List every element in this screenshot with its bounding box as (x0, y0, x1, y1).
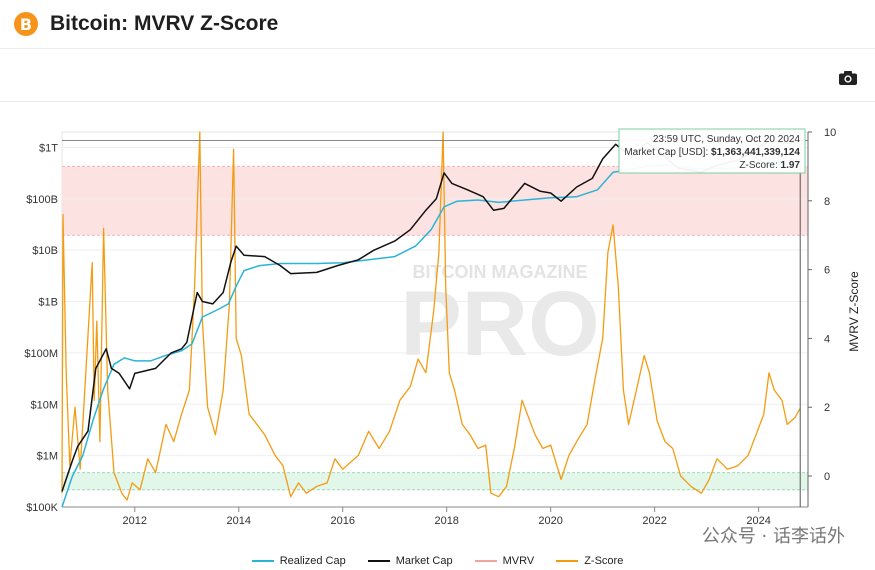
y-right-tick-label: 2 (824, 402, 830, 414)
x-tick-label: 2022 (642, 515, 666, 527)
legend-item-realized-cap[interactable]: Realized Cap (251, 553, 346, 569)
watermark-brand: BITCOIN MAGAZINE (413, 262, 588, 282)
tooltip-time: 23:59 UTC, Sunday, Oct 20 2024 (653, 134, 801, 145)
tooltip-zscore-value: 1.97 (781, 160, 801, 171)
tooltip-zscore-label: Z-Score: (739, 160, 780, 171)
legend-label-zscore: Z-Score (584, 555, 624, 567)
y-left-tick-label: $1T (39, 142, 58, 154)
chart-legend: Realized Cap Market Cap MVRV Z-Score (0, 553, 875, 569)
y-left-tick-label: $1M (37, 451, 58, 463)
x-tick-label: 2016 (330, 515, 354, 527)
y-left-tick-label: $1B (38, 297, 58, 309)
x-tick-label: 2024 (746, 515, 770, 527)
tooltip-market-cap-value: $1,363,441,339,124 (711, 147, 800, 158)
legend-swatch-mvrv (474, 560, 497, 562)
social-watermark: 公众号 · 话李话外 (701, 526, 845, 547)
legend-item-mvrv[interactable]: MVRV (474, 553, 535, 569)
tooltip: 23:59 UTC, Sunday, Oct 20 2024 Market Cap… (618, 128, 806, 174)
tooltip-zscore: Z-Score: 1.97 (739, 160, 800, 171)
tooltip-market-cap: Market Cap [USD]: $1,363,441,339,124 (624, 147, 800, 158)
legend-item-market-cap[interactable]: Market Cap (367, 553, 453, 569)
legend-item-zscore[interactable]: Z-Score (556, 553, 623, 569)
y-right-axis-label: MVRV Z-Score (847, 271, 861, 352)
x-tick-label: 2012 (123, 515, 147, 527)
chart-toolbar (0, 49, 875, 102)
page-title: Bitcoin: MVRV Z-Score (50, 12, 279, 35)
y-left-tick-label: $100M (24, 348, 58, 360)
watermark-pro: PRO (400, 273, 599, 375)
legend-label-market-cap: Market Cap (395, 555, 453, 567)
legend-swatch-realized-cap (251, 560, 274, 562)
tooltip-box (618, 128, 806, 174)
page-header: B Bitcoin: MVRV Z-Score (0, 0, 875, 49)
camera-icon[interactable] (839, 71, 857, 85)
x-tick-label: 2020 (538, 515, 562, 527)
y-right-tick-label: 4 (824, 333, 830, 345)
y-right-tick-label: 0 (824, 471, 830, 483)
legend-swatch-market-cap (367, 560, 390, 562)
y-left-tick-label: $100K (26, 502, 58, 514)
x-tick-label: 2018 (434, 515, 458, 527)
y-right-tick-label: 8 (824, 196, 830, 208)
y-left-tick-label: $10B (32, 245, 58, 257)
series-zscore-line (61, 131, 801, 501)
y-right-tick-label: 10 (824, 127, 836, 139)
legend-label-mvrv: MVRV (502, 555, 535, 567)
x-tick-label: 2014 (227, 515, 251, 527)
bitcoin-logo-icon: B (14, 12, 38, 36)
legend-label-realized-cap: Realized Cap (279, 555, 346, 567)
y-left-tick-label: $100B (26, 194, 58, 206)
green-zone-band (62, 472, 808, 490)
y-left-tick-label: $10M (30, 399, 58, 411)
y-right-tick-label: 6 (824, 265, 830, 277)
legend-swatch-zscore (556, 560, 579, 562)
tooltip-market-cap-label: Market Cap [USD]: (624, 147, 711, 158)
